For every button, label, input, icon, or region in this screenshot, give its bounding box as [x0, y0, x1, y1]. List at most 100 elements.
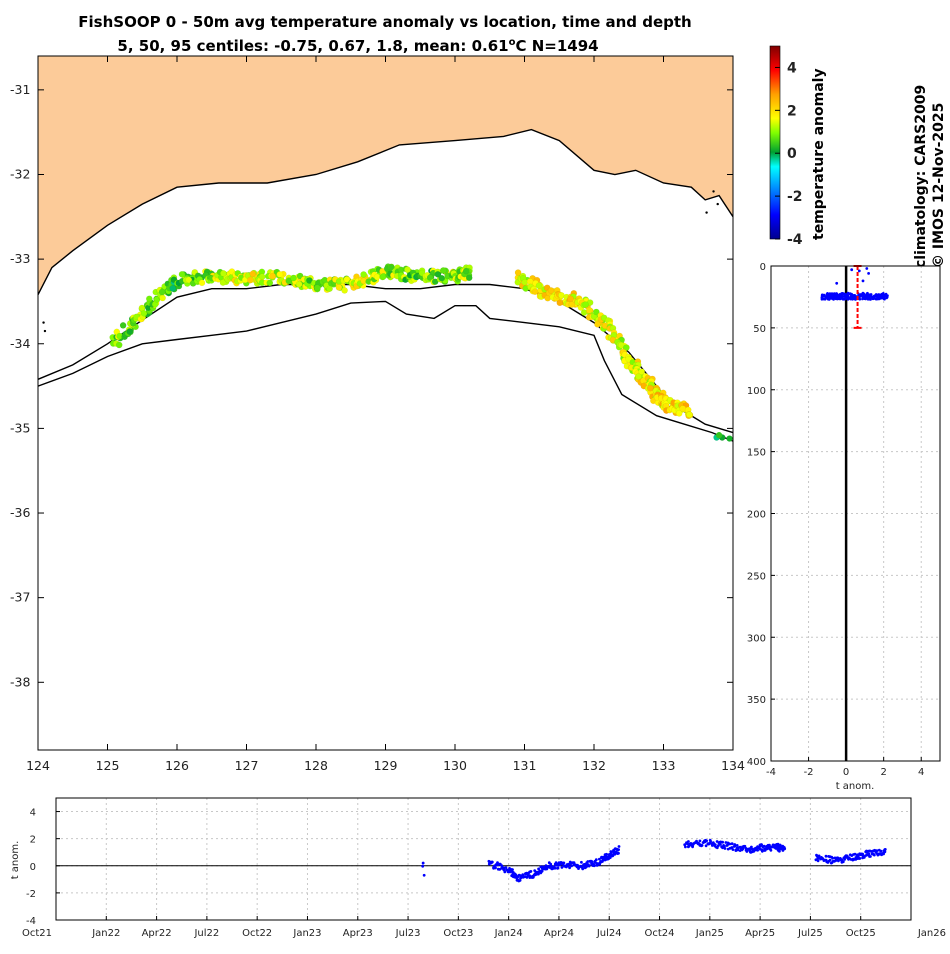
ts-xtick-label: Jan23 [292, 928, 321, 939]
map-point-349 [404, 266, 411, 273]
ts-point [748, 847, 751, 850]
map-point-444 [514, 269, 522, 276]
ts-point [617, 848, 620, 851]
ts-point [556, 866, 560, 870]
island-speck-0 [712, 190, 715, 193]
map-point-476 [535, 282, 543, 289]
ts-point [704, 844, 708, 848]
map-panel: 124 125 126 127 128 129 130 131 132 133 134 -31 -32… [10, 55, 745, 773]
map-xtick-label: 126 [165, 758, 189, 773]
map-point-490 [547, 287, 555, 294]
profile-cluster-point [824, 295, 828, 298]
ts-point [422, 873, 426, 877]
ts-point [856, 854, 860, 858]
profile-cluster-point [838, 296, 841, 300]
colorbar: 4 2 0 -2 -4 temperature anomaly [769, 45, 827, 248]
ts-point [709, 840, 712, 843]
map-point-218 [290, 274, 297, 282]
ts-point [684, 845, 687, 849]
profile-ytick-label: 150 [747, 448, 766, 459]
island-speck-1 [716, 202, 719, 206]
map-point-536 [586, 306, 593, 314]
profile-cluster-point [843, 297, 847, 301]
island-specks [42, 190, 719, 333]
ts-xtick-label: Oct24 [645, 928, 675, 939]
profile-cluster-point [851, 298, 854, 301]
profile-cluster-point [822, 297, 825, 301]
ts-point [828, 858, 832, 862]
profile-cluster-point [838, 294, 841, 297]
ts-point [875, 849, 879, 853]
ts-point [592, 864, 596, 868]
map-point-224 [295, 280, 303, 288]
profile-cluster-point [853, 294, 857, 297]
ts-xtick-label: Oct21 [22, 928, 52, 939]
map-point-38 [140, 310, 148, 317]
island-speck-4 [43, 329, 47, 333]
ts-point [882, 852, 885, 856]
profile-point-26 [867, 272, 870, 275]
profile-ytick-label: 100 [747, 386, 766, 397]
ts-xtick-label: Jan24 [494, 928, 523, 939]
map-point-277 [341, 287, 348, 294]
ts-point [756, 848, 759, 852]
ts-point [600, 860, 604, 863]
map-point-213 [285, 277, 293, 285]
map-point-169 [249, 270, 257, 278]
ts-points [421, 838, 887, 883]
ts-xtick-label: Oct23 [443, 928, 473, 939]
ts-point [504, 866, 508, 869]
profile-cluster-point [826, 292, 829, 295]
ts-point [529, 870, 533, 873]
ts-point [760, 843, 763, 847]
ts-point [816, 859, 820, 863]
map-xtick-label: 125 [96, 758, 120, 773]
ts-ytick-label: 2 [30, 835, 36, 846]
map-point-375 [426, 274, 434, 281]
profile-cluster-point [872, 297, 875, 300]
profile-cluster-point [832, 295, 835, 299]
profile-xtick-label: 2 [880, 767, 886, 778]
ts-frame [55, 797, 912, 921]
map-point-650 [647, 384, 654, 392]
ts-point [778, 849, 781, 853]
ts-point [821, 857, 824, 860]
map-xtick-label: 124 [26, 758, 50, 773]
ts-point [872, 853, 876, 857]
ts-background [56, 798, 911, 920]
map-point-713 [679, 405, 687, 412]
ts-point [840, 858, 844, 861]
ts-xtick-label: Jan26 [917, 928, 946, 939]
ts-point [691, 845, 694, 849]
ts-xtick-label: Jan25 [695, 928, 724, 939]
map-ytick-label: -38 [10, 674, 30, 689]
map-xtick-label: 128 [304, 758, 328, 773]
ts-point [496, 861, 499, 864]
copyright-label: © IMOS 12-Nov-2025 [931, 103, 947, 268]
profile-point-23 [850, 268, 854, 272]
profile-ytick-label: 50 [753, 324, 766, 335]
profile-ytick-label: 200 [747, 510, 766, 521]
profile-cluster-point [881, 296, 884, 300]
ts-point [728, 842, 732, 846]
map-point-515 [568, 301, 576, 308]
land-mass [38, 56, 733, 295]
ts-xtick-label: Apr22 [142, 928, 172, 939]
map-point-437 [465, 274, 473, 282]
profile-cluster-point [843, 293, 847, 297]
map-xtick-label: 127 [235, 758, 259, 773]
ts-xtick-label: Apr24 [544, 928, 574, 939]
profile-cluster-point [850, 292, 853, 296]
map-point-549 [594, 321, 601, 328]
ts-point [716, 844, 720, 848]
island-speck-2 [705, 211, 708, 214]
ts-point [503, 870, 507, 874]
ts-point [783, 847, 787, 851]
island-speck-3 [42, 321, 45, 324]
profile-cluster-point [829, 296, 833, 299]
profile-cluster-point [841, 298, 845, 301]
profile-point-27 [835, 281, 839, 285]
profile-point-25 [865, 267, 869, 270]
map-point-89 [178, 271, 186, 278]
ts-point [824, 854, 828, 858]
